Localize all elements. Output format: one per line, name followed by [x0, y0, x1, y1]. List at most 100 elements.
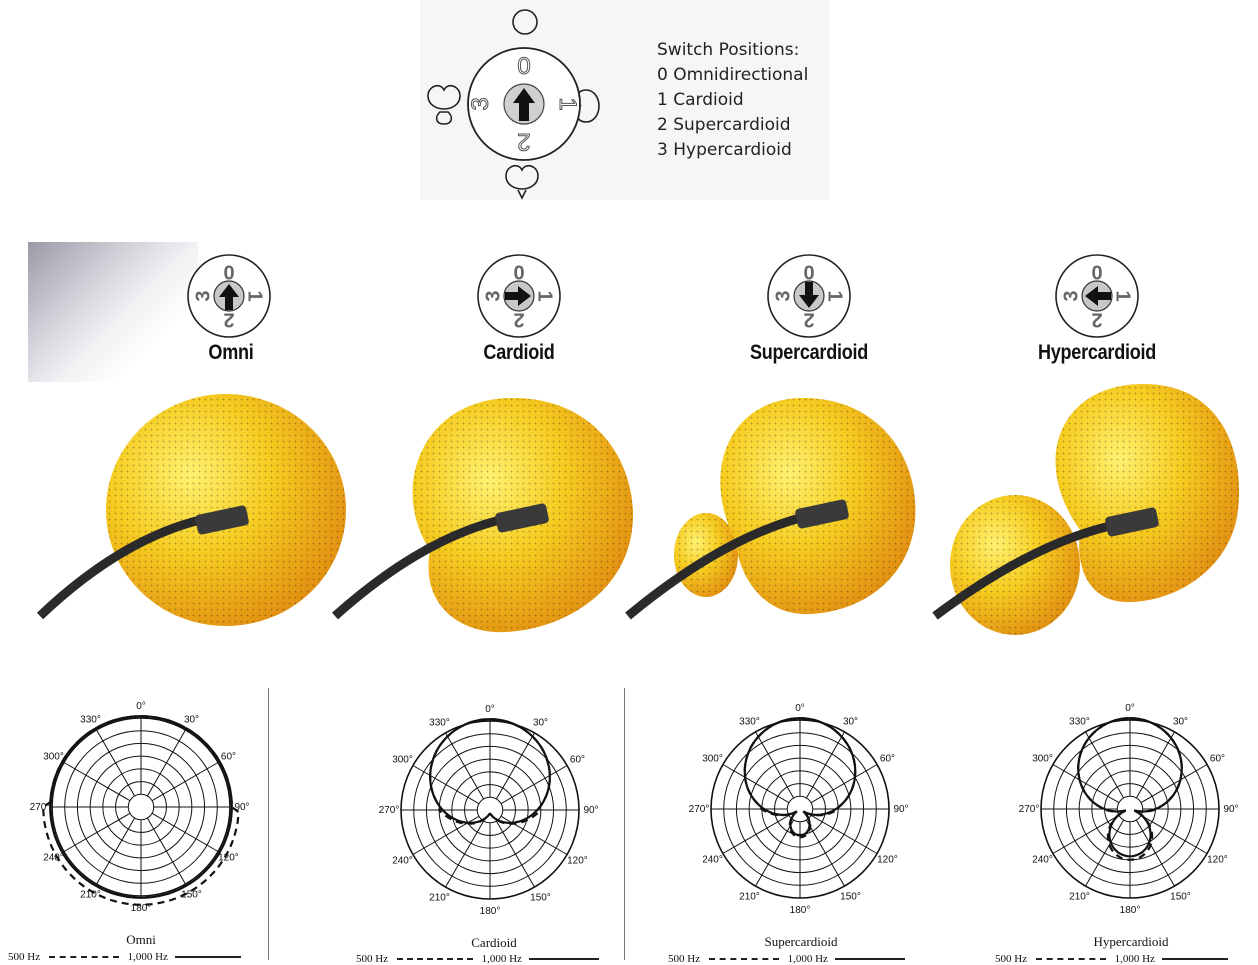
microphone-cable: [36, 515, 202, 620]
hypercardioid-pattern-icon: [427, 84, 461, 125]
polar-angle-label: 180°: [1120, 905, 1141, 916]
polar-angle-label: 240°: [702, 855, 723, 866]
switch-number-2: 2: [223, 309, 234, 331]
polar-caption-hypercardioid: Hypercardioid: [1093, 934, 1169, 949]
mode-title-omni: Omni: [208, 341, 254, 364]
polar-angle-label: 0°: [485, 704, 495, 715]
polar-angle-label: 180°: [131, 903, 152, 914]
mode-title-cardioid: Cardioid: [483, 341, 555, 364]
polar-plot: 0° 30° 60° 90° 120° 150° 180° 210° 240° 270° 300° 3…: [689, 703, 909, 916]
switch-number-3: 3: [772, 290, 794, 301]
legend-500hz: 500 Hz: [356, 953, 389, 965]
polar-caption-supercardioid: Supercardioid: [764, 934, 838, 949]
switch-number-1: 1: [534, 290, 556, 301]
polar-angle-label: 120°: [1207, 855, 1228, 866]
frequency-legend: 500 Hz 1,000 Hz: [356, 953, 599, 965]
polar-angle-label: 330°: [1069, 717, 1090, 728]
polar-angle-label: 210°: [739, 891, 760, 902]
switch-number-0: 0: [223, 262, 234, 284]
polar-caption-cardioid: Cardioid: [471, 935, 517, 950]
polar-angle-label: 300°: [43, 752, 64, 763]
polar-angle-label: 30°: [184, 715, 199, 726]
supercardioid-pattern-icon: [505, 164, 539, 200]
legend-item: 1 Cardioid: [657, 90, 744, 110]
polar-angle-label: 330°: [429, 718, 450, 729]
legend-title: Switch Positions:: [657, 40, 800, 60]
switch-arrow-icon: [1085, 286, 1111, 306]
polar-angle-label: 270°: [689, 804, 710, 815]
polar-angle-label: 150°: [181, 889, 202, 900]
legend-500hz: 500 Hz: [995, 953, 1028, 965]
response-curve-500hz: [743, 717, 857, 839]
microphone-icon: [195, 505, 249, 535]
switch-number-2: 2: [1091, 309, 1102, 331]
polar-angle-label: 90°: [234, 802, 249, 813]
polar-angle-label: 210°: [80, 889, 101, 900]
switch-number-2: 2: [513, 309, 524, 331]
polar-angle-label: 270°: [30, 802, 51, 813]
legend-1000hz: 1,000 Hz: [787, 953, 828, 965]
polar-angle-label: 330°: [739, 717, 760, 728]
polar-angle-label: 150°: [840, 891, 861, 902]
legend-1000hz: 1,000 Hz: [481, 953, 522, 965]
polar-caption-omni: Omni: [126, 932, 156, 947]
switch-number-2: 2: [517, 128, 530, 155]
mode-title-supercardioid: Supercardioid: [749, 341, 869, 364]
switch-number-1: 1: [824, 290, 846, 301]
polar-plot: 0° 30° 60° 90° 120° 150° 180° 210° 240° 270° 300° 3…: [379, 704, 599, 917]
polar-angle-label: 120°: [567, 856, 588, 867]
cardioid-3d-pattern: [332, 397, 633, 633]
polar-angle-label: 210°: [1069, 891, 1090, 902]
switch-number-3: 3: [467, 97, 494, 110]
polar-angle-label: 210°: [429, 892, 450, 903]
polar-angle-label: 300°: [702, 754, 723, 765]
mode-title-hypercardioid: Hypercardioid: [1037, 341, 1157, 364]
polar-angle-label: 240°: [1032, 855, 1053, 866]
omni-3d-pattern: [36, 394, 346, 626]
switch-number-2: 2: [803, 309, 814, 331]
legend-item: 2 Supercardioid: [657, 115, 791, 135]
microphone-icon: [1105, 507, 1159, 537]
switch-arrow-icon: [219, 284, 239, 310]
polar-angle-label: 150°: [1170, 891, 1191, 902]
microphone-icon: [795, 499, 849, 529]
polar-angle-label: 0°: [136, 701, 146, 712]
response-curve-500hz: [429, 718, 551, 825]
polar-angle-label: 240°: [392, 856, 413, 867]
response-curve-500hz: [42, 715, 240, 906]
microphone-cable: [332, 515, 502, 620]
polar-divider: [624, 688, 625, 960]
frequency-legend: 500 Hz 1,000 Hz: [995, 953, 1228, 965]
switch-number-0: 0: [513, 262, 524, 284]
legend-1000hz: 1,000 Hz: [1114, 953, 1155, 965]
polar-angle-label: 30°: [1173, 717, 1188, 728]
polar-angle-label: 300°: [392, 755, 413, 766]
hypercardioid-3d-pattern: [932, 383, 1240, 635]
polar-angle-label: 300°: [1032, 754, 1053, 765]
legend-500hz: 500 Hz: [668, 953, 701, 965]
polar-angle-label: 180°: [790, 905, 811, 916]
frequency-legend: 500 Hz 1,000 Hz: [668, 953, 905, 965]
legend-item: 0 Omnidirectional: [657, 65, 809, 85]
polar-angle-label: 270°: [1019, 804, 1040, 815]
polar-angle-label: 180°: [480, 906, 501, 917]
switch-number-3: 3: [1060, 290, 1082, 301]
response-curve-500hz: [1077, 717, 1183, 861]
switch-number-3: 3: [192, 290, 214, 301]
polar-angle-label: 330°: [80, 715, 101, 726]
switch-number-0: 0: [517, 53, 530, 80]
omni-pattern-icon: [512, 9, 538, 35]
polar-angle-label: 270°: [379, 805, 400, 816]
microphone-cable: [932, 521, 1112, 620]
polar-angle-label: 120°: [877, 855, 898, 866]
main-switch-dial: 0 1 2 3: [427, 9, 600, 200]
polar-plot: 0° 30° 60° 90° 120° 150° 180° 210° 240° 270° 300° 3…: [30, 701, 250, 914]
polar-angle-label: 0°: [1125, 703, 1135, 714]
polar-angle-label: 240°: [43, 853, 64, 864]
microphone-cable: [625, 513, 802, 620]
polar-angle-label: 90°: [1223, 804, 1238, 815]
